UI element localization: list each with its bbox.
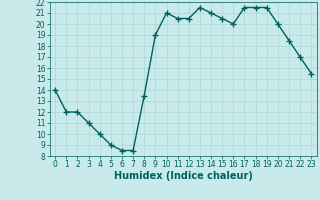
X-axis label: Humidex (Indice chaleur): Humidex (Indice chaleur)	[114, 171, 252, 181]
